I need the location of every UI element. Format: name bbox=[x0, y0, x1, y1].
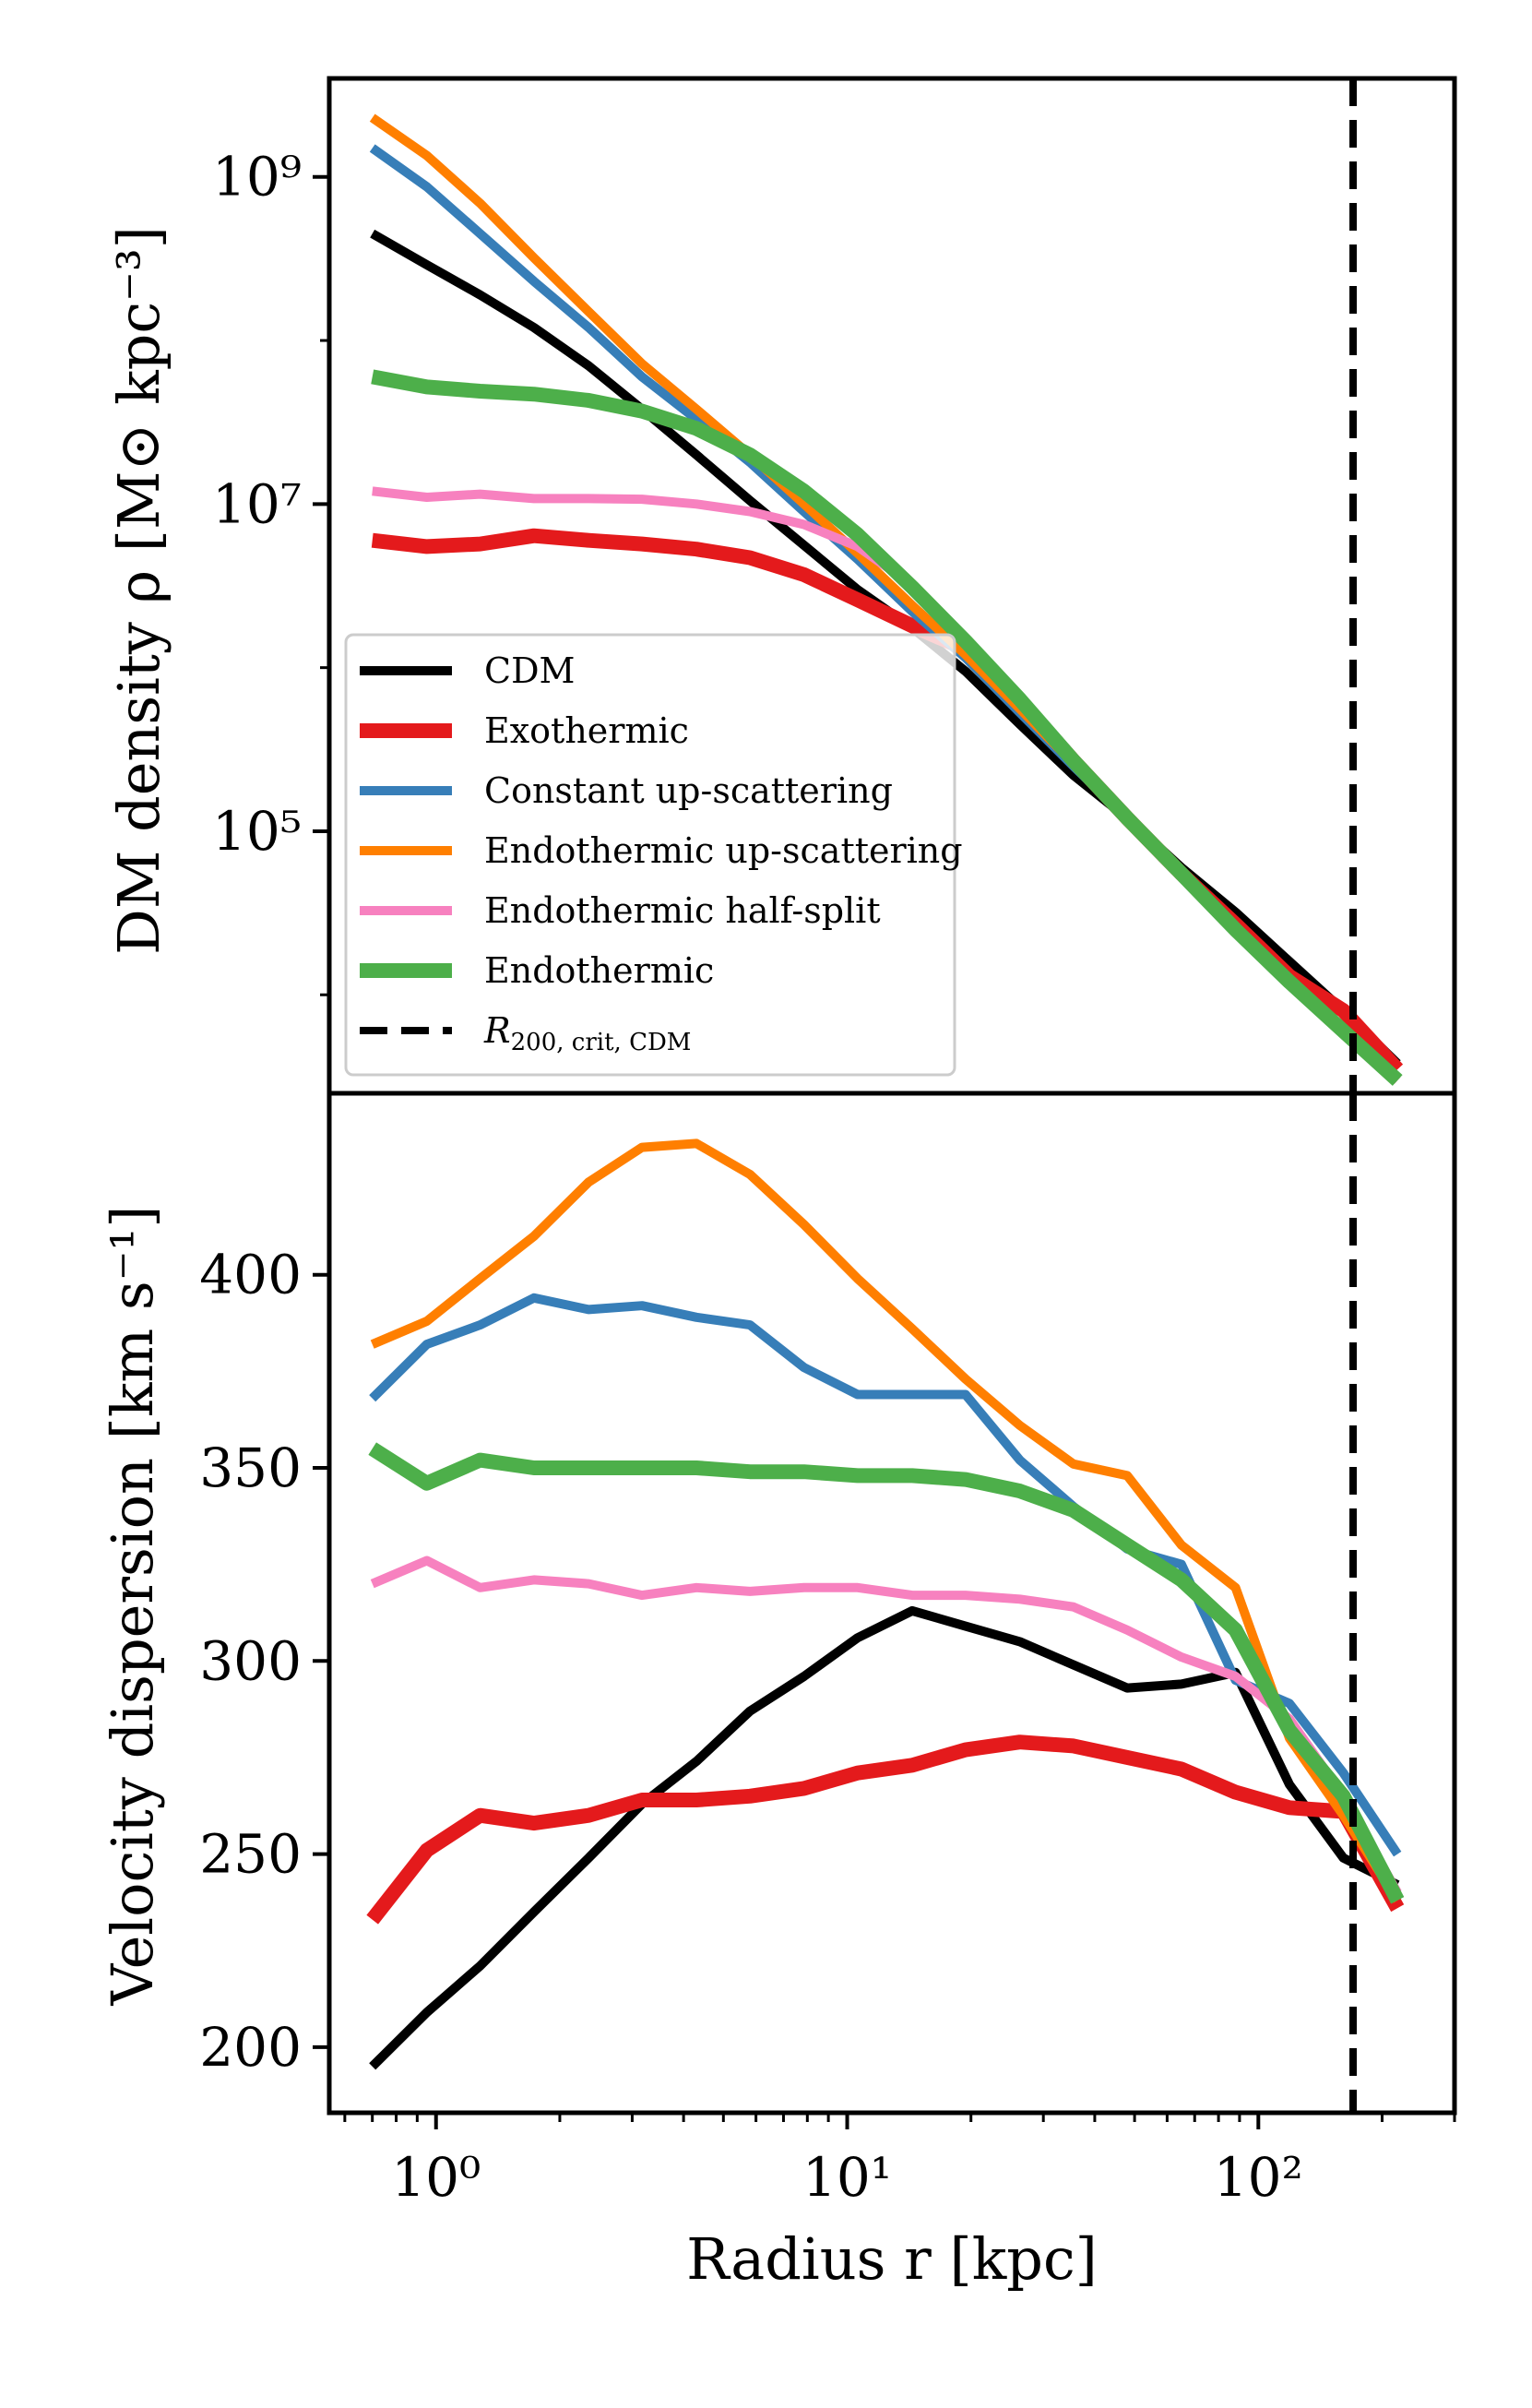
dispersion-series-endothermic-up-scattering bbox=[370, 1138, 1402, 1903]
legend-label-r200: R200, crit, CDM bbox=[483, 1010, 691, 1056]
x-axis-ticks: 10⁰ 10¹ 10² bbox=[343, 2113, 1456, 2209]
x-axis-label: Radius r [kpc] bbox=[686, 2225, 1098, 2293]
dispersion-series-group bbox=[366, 1138, 1405, 2070]
legend-label-constant-up-scattering: Constant up-scattering bbox=[484, 770, 893, 811]
dispersion-y-ticks: 200 250 300 350 400 bbox=[199, 1244, 329, 2079]
density-y-tick-label: 10⁵ bbox=[212, 800, 302, 863]
density-panel: 10⁵ 10⁷ 10⁹ CDM Exothermic Constant up-scatt… bbox=[212, 78, 1404, 1093]
legend: CDM Exothermic Constant up-scattering Endot… bbox=[344, 633, 963, 1077]
dispersion-series-constant-up-scattering bbox=[369, 1293, 1402, 1857]
x-tick-label: 10² bbox=[1214, 2146, 1303, 2209]
density-series-group bbox=[369, 113, 1404, 1086]
legend-label-exothermic: Exothermic bbox=[484, 710, 689, 751]
legend-label-cdm: CDM bbox=[484, 650, 575, 691]
dispersion-y-tick-label: 200 bbox=[199, 2016, 302, 2079]
density-y-axis-label: DM density ρ [M⊙ kpc⁻³] bbox=[105, 226, 172, 955]
density-series-endothermic bbox=[371, 369, 1403, 1086]
dispersion-y-axis-label: Velocity dispersion [km s⁻¹] bbox=[99, 1206, 166, 2007]
density-y-tick-label: 10⁷ bbox=[212, 472, 302, 535]
legend-frame bbox=[344, 633, 956, 1077]
dispersion-y-tick-label: 350 bbox=[199, 1436, 302, 1499]
legend-label-endothermic: Endothermic bbox=[484, 950, 714, 991]
legend-label-endothermic-up-scattering: Endothermic up-scattering bbox=[484, 830, 963, 871]
dispersion-series-endothermic bbox=[368, 1442, 1405, 1904]
dispersion-panel: 200 250 300 350 400 10⁰ 10¹ 10² bbox=[199, 1093, 1456, 2209]
dispersion-y-tick-label: 250 bbox=[199, 1823, 302, 1886]
density-y-ticks: 10⁵ 10⁷ 10⁹ bbox=[212, 146, 329, 996]
dispersion-y-tick-label: 400 bbox=[199, 1244, 302, 1306]
dispersion-axes-frame bbox=[327, 1091, 1457, 2116]
x-tick-label: 10¹ bbox=[802, 2146, 892, 2209]
x-tick-label: 10⁰ bbox=[391, 2146, 481, 2209]
dispersion-series-exothermic bbox=[366, 1734, 1405, 1925]
density-y-tick-label: 10⁹ bbox=[212, 146, 302, 209]
dispersion-series-endothermic-half-split bbox=[370, 1556, 1402, 1895]
dispersion-y-tick-label: 300 bbox=[199, 1629, 302, 1692]
legend-label-endothermic-half-split: Endothermic half-split bbox=[484, 890, 881, 931]
